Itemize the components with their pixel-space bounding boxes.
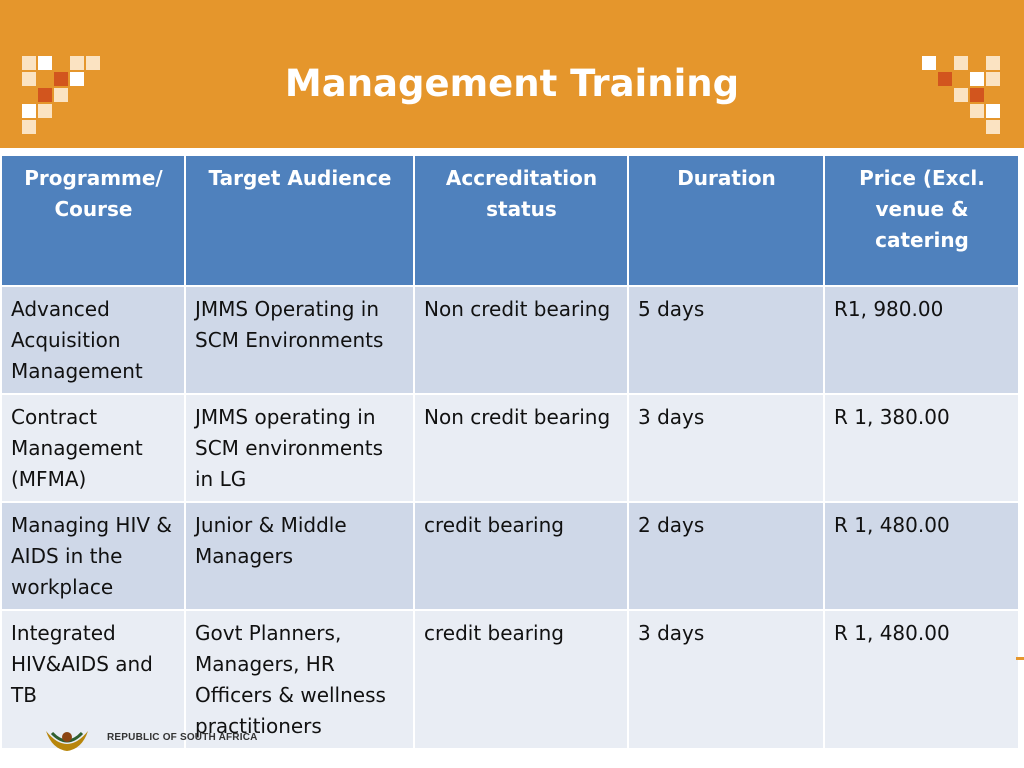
cell-target-audience: JMMS operating in SCM environments in LG	[184, 393, 415, 503]
table-header-row: Programme/ Course Target Audience Accred…	[0, 154, 1020, 287]
cell-programme: Managing HIV & AIDS in the workplace	[0, 501, 186, 611]
cell-programme: Contract Management (MFMA)	[0, 393, 186, 503]
cell-target-audience: Junior & Middle Managers	[184, 501, 415, 611]
training-table: Programme/ Course Target Audience Accred…	[0, 154, 1020, 750]
header-target-audience: Target Audience	[184, 154, 415, 287]
training-table-container: Programme/ Course Target Audience Accred…	[0, 154, 1020, 750]
header-price: Price (Excl. venue & catering	[823, 154, 1020, 287]
cell-duration: 3 days	[627, 609, 825, 750]
cell-accreditation: credit bearing	[413, 609, 629, 750]
cell-accreditation: Non credit bearing	[413, 285, 629, 395]
cell-price: R 1, 380.00	[823, 393, 1020, 503]
slide-title: Management Training	[284, 62, 740, 105]
table-row: Managing HIV & AIDS in the workplace Jun…	[0, 501, 1020, 611]
header-programme: Programme/ Course	[0, 154, 186, 287]
cell-price: R 1, 480.00	[823, 609, 1020, 750]
table-row: Contract Management (MFMA) JMMS operatin…	[0, 393, 1020, 503]
cell-accreditation: Non credit bearing	[413, 393, 629, 503]
cell-duration: 3 days	[627, 393, 825, 503]
cell-target-audience: JMMS Operating in SCM Environments	[184, 285, 415, 395]
cell-price: R 1, 480.00	[823, 501, 1020, 611]
header-accreditation: Accreditation status	[413, 154, 629, 287]
cell-programme: Advanced Acquisition Management	[0, 285, 186, 395]
footer-country-label: REPUBLIC OF SOUTH AFRICA	[107, 732, 258, 743]
coat-of-arms-icon	[46, 731, 88, 751]
pixel-ornament-icon	[22, 56, 102, 136]
pixel-ornament-icon	[922, 56, 1002, 136]
cell-duration: 5 days	[627, 285, 825, 395]
cell-accreditation: credit bearing	[413, 501, 629, 611]
cell-programme: Integrated HIV&AIDS and TB	[0, 609, 186, 750]
header-duration: Duration	[627, 154, 825, 287]
footer-accent-line	[1016, 657, 1024, 660]
cell-duration: 2 days	[627, 501, 825, 611]
cell-target-audience: Govt Planners, Managers, HR Officers & w…	[184, 609, 415, 750]
table-row: Advanced Acquisition Management JMMS Ope…	[0, 285, 1020, 395]
title-banner: Management Training	[0, 0, 1024, 148]
cell-price: R1, 980.00	[823, 285, 1020, 395]
table-row: Integrated HIV&AIDS and TB Govt Planners…	[0, 609, 1020, 750]
